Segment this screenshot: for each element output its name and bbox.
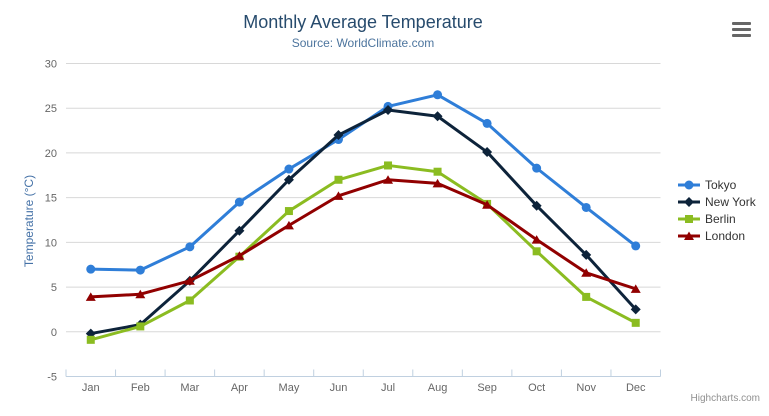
data-point-new-york[interactable] <box>283 174 294 185</box>
data-point-tokyo[interactable] <box>86 264 96 274</box>
data-point-london[interactable] <box>432 178 443 188</box>
legend-label: Berlin <box>705 211 736 226</box>
data-point-berlin[interactable] <box>86 335 95 344</box>
x-axis-label: Nov <box>576 382 596 394</box>
x-axis-label: Oct <box>528 382 545 394</box>
legend-marker-london[interactable] <box>684 231 694 240</box>
credits-link[interactable]: Highcharts.com <box>690 393 760 404</box>
data-point-berlin[interactable] <box>433 167 442 176</box>
y-axis-label: -5 <box>47 372 57 384</box>
data-point-berlin[interactable] <box>334 175 343 184</box>
x-axis-label: Aug <box>428 382 448 394</box>
x-axis-label: Jul <box>381 382 395 394</box>
data-point-london[interactable] <box>482 200 493 209</box>
legend-label: Tokyo <box>705 177 737 192</box>
data-point-london[interactable] <box>630 284 641 293</box>
x-axis-label: Jan <box>82 382 100 394</box>
legend-marker-new-york[interactable] <box>684 196 694 207</box>
hamburger-icon <box>731 21 751 25</box>
data-point-london[interactable] <box>135 289 146 299</box>
y-axis-label: 10 <box>45 237 57 249</box>
y-axis-label: 30 <box>45 59 57 71</box>
y-axis-label: 20 <box>45 148 57 160</box>
circle-marker-icon <box>678 180 700 189</box>
data-point-new-york[interactable] <box>383 105 394 116</box>
data-point-london[interactable] <box>333 191 344 200</box>
data-point-tokyo[interactable] <box>581 202 591 212</box>
data-point-berlin[interactable] <box>185 296 194 305</box>
legend-item-berlin[interactable]: Berlin <box>678 210 756 227</box>
series-line-london <box>89 178 638 299</box>
data-point-london[interactable] <box>85 292 96 301</box>
data-point-london[interactable] <box>234 251 245 260</box>
data-point-berlin[interactable] <box>631 318 640 327</box>
context-menu-button[interactable] <box>729 18 753 40</box>
data-point-london[interactable] <box>581 268 592 277</box>
data-point-berlin[interactable] <box>384 161 393 170</box>
data-point-new-york[interactable] <box>482 147 493 158</box>
x-axis-label: Mar <box>180 382 199 394</box>
x-axis-label: Jun <box>330 382 348 394</box>
legend-marker-tokyo[interactable] <box>684 180 694 189</box>
x-axis-label: Dec <box>626 382 646 394</box>
data-point-berlin[interactable] <box>532 247 541 256</box>
data-point-new-york[interactable] <box>531 200 542 211</box>
data-point-tokyo[interactable] <box>482 118 492 128</box>
y-axis-label: 25 <box>45 103 57 115</box>
square-marker-icon <box>678 214 700 223</box>
hamburger-icon <box>731 27 751 31</box>
data-point-berlin[interactable] <box>136 322 145 331</box>
legend-label: New York <box>705 194 756 209</box>
data-point-london[interactable] <box>383 175 394 184</box>
data-point-london[interactable] <box>184 276 195 285</box>
y-axis-label: 0 <box>51 327 57 339</box>
x-axis-label: Apr <box>231 382 248 394</box>
diamond-marker-icon <box>678 196 700 207</box>
hamburger-icon <box>731 33 751 37</box>
data-point-tokyo[interactable] <box>631 241 641 251</box>
legend-label: London <box>705 228 746 243</box>
legend-item-london[interactable]: London <box>678 227 756 244</box>
y-axis-label: 15 <box>45 193 57 205</box>
triangle-marker-icon <box>678 231 700 240</box>
legend: Tokyo New York Berlin London <box>678 176 756 244</box>
series-line-berlin <box>89 163 638 342</box>
data-point-new-york[interactable] <box>234 225 245 236</box>
data-point-tokyo[interactable] <box>135 265 145 275</box>
data-point-london[interactable] <box>531 235 542 244</box>
data-point-tokyo[interactable] <box>532 163 542 173</box>
data-point-berlin[interactable] <box>284 207 293 216</box>
data-point-tokyo[interactable] <box>433 90 443 100</box>
data-point-berlin[interactable] <box>582 292 591 301</box>
x-axis-label: Feb <box>131 382 150 394</box>
chart-title: Monthly Average Temperature <box>243 12 483 32</box>
data-point-new-york[interactable] <box>432 111 443 122</box>
data-point-new-york[interactable] <box>581 249 592 260</box>
legend-item-new-york[interactable]: New York <box>678 193 756 210</box>
data-point-london[interactable] <box>283 220 294 230</box>
x-axis-label: Sep <box>477 382 497 394</box>
data-point-tokyo[interactable] <box>284 164 294 174</box>
legend-item-tokyo[interactable]: Tokyo <box>678 176 756 193</box>
data-point-new-york[interactable] <box>630 304 641 315</box>
chart-subtitle: Source: WorldClimate.com <box>291 36 435 50</box>
y-axis-label: 5 <box>51 282 57 294</box>
data-point-tokyo[interactable] <box>185 242 195 252</box>
series-line-new-york <box>89 108 638 336</box>
data-point-tokyo[interactable] <box>234 197 244 207</box>
data-point-new-york[interactable] <box>333 130 344 141</box>
legend-marker-berlin[interactable] <box>685 214 693 223</box>
x-axis-label: May <box>279 382 300 394</box>
